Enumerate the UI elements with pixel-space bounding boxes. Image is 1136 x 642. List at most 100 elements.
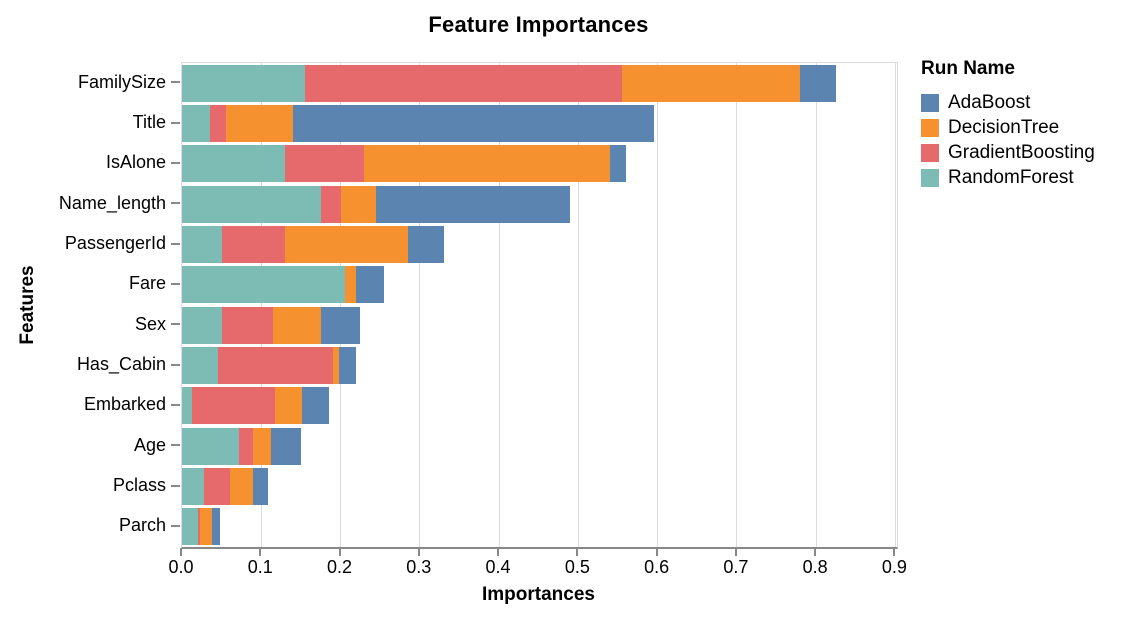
y-tick-label-FamilySize: FamilySize bbox=[77, 71, 166, 92]
y-tick-label-Sex: Sex bbox=[134, 313, 166, 334]
y-tick-Embarked bbox=[171, 403, 180, 406]
legend-swatch-RandomForest[interactable] bbox=[921, 169, 939, 187]
y-tick-Parch bbox=[171, 524, 180, 527]
y-tick-label-Age: Age bbox=[133, 434, 166, 455]
plot-area bbox=[181, 62, 898, 549]
bar-segment-Age-RandomForest[interactable] bbox=[182, 427, 240, 465]
x-tick-0.0 bbox=[180, 548, 182, 556]
y-tick-Age bbox=[171, 444, 180, 447]
bar-segment-Pclass-DecisionTree[interactable] bbox=[230, 468, 254, 505]
legend-label-GradientBoosting: GradientBoosting bbox=[948, 142, 1095, 163]
x-tick-0.8 bbox=[814, 548, 817, 556]
y-tick-label-IsAlone: IsAlone bbox=[105, 152, 166, 173]
bar-segment-Fare-RandomForest[interactable] bbox=[182, 266, 345, 304]
bar-segment-IsAlone-RandomForest[interactable] bbox=[182, 145, 286, 183]
legend: Run Name AdaBoost DecisionTree GradientBoo… bbox=[921, 58, 1095, 194]
x-tick-label-0.6: 0.6 bbox=[644, 557, 670, 577]
bar-segment-Parch-RandomForest[interactable] bbox=[182, 508, 198, 546]
x-tick-label-0.8: 0.8 bbox=[802, 557, 828, 577]
bar-segment-Title-GradientBoosting[interactable] bbox=[209, 105, 226, 142]
legend-item-AdaBoost[interactable]: AdaBoost bbox=[921, 92, 1095, 113]
bar-segment-Age-DecisionTree[interactable] bbox=[253, 427, 271, 465]
legend-title: Run Name bbox=[921, 58, 1015, 79]
x-tick-label-0.9: 0.9 bbox=[881, 557, 907, 577]
x-tick-label-0.4: 0.4 bbox=[485, 557, 511, 577]
bar-segment-Has_Cabin-GradientBoosting[interactable] bbox=[217, 347, 333, 384]
bar-segment-Parch-AdaBoost[interactable] bbox=[212, 508, 221, 546]
bar-segment-Embarked-AdaBoost[interactable] bbox=[302, 387, 329, 425]
bar-segment-PassengerId-AdaBoost[interactable] bbox=[407, 226, 444, 263]
bar-segment-Sex-DecisionTree[interactable] bbox=[273, 306, 321, 344]
x-tick-label-0.0: 0.0 bbox=[168, 557, 194, 577]
bar-segment-Name_length-RandomForest[interactable] bbox=[182, 185, 321, 223]
bar-segment-Pclass-RandomForest[interactable] bbox=[182, 468, 205, 505]
bar-segment-Embarked-DecisionTree[interactable] bbox=[274, 387, 303, 425]
bar-segment-Name_length-GradientBoosting[interactable] bbox=[320, 185, 341, 223]
bar-segment-Fare-AdaBoost[interactable] bbox=[356, 266, 385, 304]
gridline-0.6 bbox=[657, 63, 659, 547]
x-tick-0.2 bbox=[338, 548, 341, 556]
bar-segment-Parch-DecisionTree[interactable] bbox=[200, 508, 213, 546]
gridline-0.4 bbox=[498, 63, 500, 547]
bar-segment-PassengerId-GradientBoosting[interactable] bbox=[221, 226, 286, 263]
bar-segment-Name_length-DecisionTree[interactable] bbox=[340, 185, 377, 223]
gridline-0.1 bbox=[260, 63, 262, 547]
bar-segment-Name_length-AdaBoost[interactable] bbox=[376, 185, 571, 223]
bar-segment-FamilySize-GradientBoosting[interactable] bbox=[304, 64, 622, 102]
y-tick-label-Has_Cabin: Has_Cabin bbox=[76, 354, 166, 374]
bar-segment-Sex-AdaBoost[interactable] bbox=[320, 306, 361, 344]
legend-item-RandomForest[interactable]: RandomForest bbox=[921, 167, 1095, 188]
bar-segment-Embarked-RandomForest[interactable] bbox=[182, 387, 192, 425]
bar-segment-Has_Cabin-AdaBoost[interactable] bbox=[338, 347, 357, 384]
bar-segment-PassengerId-RandomForest[interactable] bbox=[182, 226, 222, 263]
x-tick-0.9 bbox=[893, 548, 896, 556]
legend-swatch-DecisionTree[interactable] bbox=[921, 119, 939, 137]
y-tick-label-Fare: Fare bbox=[128, 273, 166, 294]
x-tick-label-0.7: 0.7 bbox=[723, 557, 749, 577]
legend-swatch-AdaBoost[interactable] bbox=[921, 94, 939, 112]
bar-segment-Pclass-GradientBoosting[interactable] bbox=[204, 468, 231, 505]
bar-segment-Pclass-AdaBoost[interactable] bbox=[253, 468, 268, 505]
bar-segment-Age-GradientBoosting[interactable] bbox=[239, 427, 254, 465]
gridline-0.2 bbox=[340, 63, 342, 547]
bar-segment-Embarked-GradientBoosting[interactable] bbox=[191, 387, 275, 425]
bar-segment-IsAlone-DecisionTree[interactable] bbox=[364, 145, 611, 183]
x-tick-label-0.5: 0.5 bbox=[564, 557, 590, 577]
bar-segment-FamilySize-DecisionTree[interactable] bbox=[621, 64, 801, 102]
y-tick-Has_Cabin bbox=[171, 363, 180, 366]
x-tick-label-0.1: 0.1 bbox=[247, 557, 273, 577]
y-tick-IsAlone bbox=[171, 161, 180, 164]
bar-segment-Has_Cabin-RandomForest[interactable] bbox=[182, 347, 218, 384]
bar-segment-FamilySize-RandomForest[interactable] bbox=[182, 64, 305, 102]
bar-segment-Fare-DecisionTree[interactable] bbox=[344, 266, 357, 304]
y-tick-label-Title: Title bbox=[132, 112, 166, 132]
y-tick-label-Parch: Parch bbox=[118, 515, 166, 536]
legend-item-DecisionTree[interactable]: DecisionTree bbox=[921, 117, 1095, 138]
y-tick-Fare bbox=[171, 282, 180, 285]
legend-swatch-GradientBoosting[interactable] bbox=[921, 144, 939, 162]
bar-segment-Age-AdaBoost[interactable] bbox=[270, 427, 301, 465]
gridline-0.8 bbox=[815, 63, 817, 547]
x-tick-0.7 bbox=[734, 548, 737, 556]
gridline-0.9 bbox=[894, 63, 896, 547]
bar-segment-IsAlone-AdaBoost[interactable] bbox=[610, 145, 626, 183]
x-tick-0.5 bbox=[576, 548, 579, 556]
x-tick-0.1 bbox=[259, 548, 262, 556]
y-tick-FamilySize bbox=[171, 81, 180, 84]
bar-segment-PassengerId-DecisionTree[interactable] bbox=[285, 226, 408, 263]
bar-segment-IsAlone-GradientBoosting[interactable] bbox=[285, 145, 365, 183]
bar-segment-Parch-GradientBoosting[interactable] bbox=[197, 508, 201, 546]
x-tick-0.6 bbox=[655, 548, 658, 556]
bar-segment-Title-AdaBoost[interactable] bbox=[292, 105, 654, 142]
bar-segment-Title-DecisionTree[interactable] bbox=[225, 105, 293, 142]
bar-segment-Sex-RandomForest[interactable] bbox=[182, 306, 222, 344]
x-tick-label-0.3: 0.3 bbox=[406, 557, 432, 577]
bar-segment-Has_Cabin-DecisionTree[interactable] bbox=[332, 347, 339, 384]
y-tick-Name_length bbox=[171, 202, 180, 205]
bar-segment-FamilySize-AdaBoost[interactable] bbox=[800, 64, 836, 102]
bar-segment-Title-RandomForest[interactable] bbox=[182, 105, 210, 142]
bar-segment-Sex-GradientBoosting[interactable] bbox=[221, 306, 274, 344]
legend-item-GradientBoosting[interactable]: GradientBoosting bbox=[921, 142, 1095, 163]
y-tick-Pclass bbox=[171, 484, 180, 487]
